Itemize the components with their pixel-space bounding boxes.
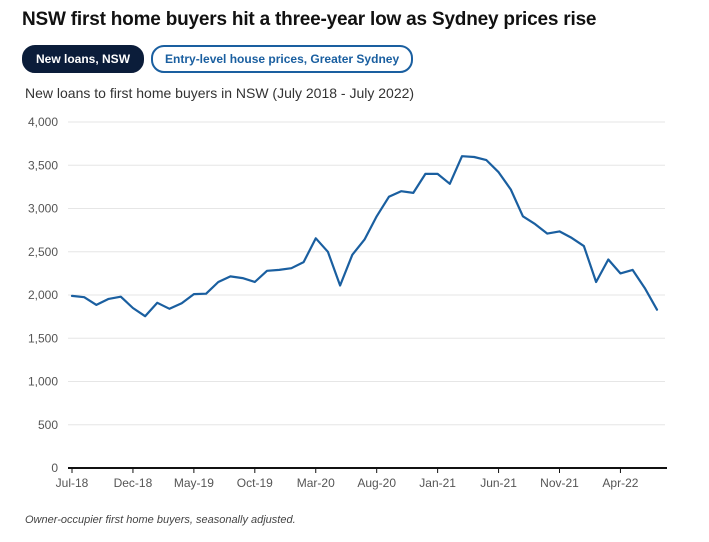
x-tick-label: May-19 [174,476,214,490]
y-tick-label: 2,000 [28,288,58,302]
line-chart: 05001,0001,5002,0002,5003,0003,5004,000 … [28,115,667,490]
x-tick-label: Jun-21 [480,476,517,490]
tab-entry-level-house-prices[interactable]: Entry-level house prices, Greater Sydney [151,45,414,73]
x-tick-label: Nov-21 [540,476,579,490]
y-tick-label: 500 [38,418,58,432]
x-tick-label: Jan-21 [419,476,456,490]
y-tick-label: 1,500 [28,331,58,345]
chart-tabs: New loans, NSW Entry-level house prices,… [22,45,414,73]
series-line-layer [70,155,659,318]
x-tick-label: Apr-22 [602,476,638,490]
y-tick-label: 0 [51,461,58,475]
gridlines [68,121,665,426]
x-tick-label: Aug-20 [357,476,396,490]
x-tick-label: Oct-19 [237,476,273,490]
series-line [70,155,659,318]
x-tick-label: Dec-18 [114,476,153,490]
x-tick-label: Jul-18 [56,476,89,490]
y-tick-label: 2,500 [28,245,58,259]
chart-subtitle: New loans to first home buyers in NSW (J… [25,85,415,101]
y-tick-label: 4,000 [28,115,58,129]
y-axis-tick-labels: 0 500 1,000 1,500 2,000 2,500 3,000 3,500 4,000 [28,115,58,475]
y-tick-label: 3,500 [28,158,58,172]
y-tick-label: 1,000 [28,375,58,389]
x-tick-label: Mar-20 [297,476,335,490]
x-axis-tick-labels: Jul-18 Dec-18 May-19 Oct-19 Mar-20 Aug-20 Jan-… [56,468,639,490]
y-tick-label: 3,000 [28,202,58,216]
tab-new-loans-nsw[interactable]: New loans, NSW [22,45,145,73]
chart-title: NSW first home buyers hit a three-year l… [22,9,597,30]
footnote: Owner-occupier first home buyers, season… [25,514,296,526]
